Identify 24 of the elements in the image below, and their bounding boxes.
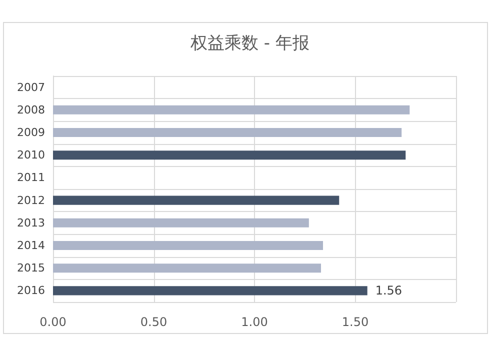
bar xyxy=(53,286,368,296)
y-tick-label: 2012 xyxy=(17,194,45,207)
y-tick-label: 2014 xyxy=(17,239,45,252)
chart-title: 权益乘数 - 年报 xyxy=(190,34,310,54)
y-tick-label: 2011 xyxy=(17,171,45,184)
y-tick-label: 2007 xyxy=(17,80,45,94)
data-label: 1.56 xyxy=(375,284,402,298)
bar xyxy=(53,150,406,160)
y-tick-label: 2009 xyxy=(17,126,45,139)
bar xyxy=(53,240,324,250)
bar xyxy=(53,218,309,228)
y-tick-label: 2008 xyxy=(17,103,45,116)
y-tick-label: 2015 xyxy=(17,262,45,275)
x-tick-label: 1.00 xyxy=(241,315,268,329)
bar xyxy=(53,105,410,114)
x-tick-label: 0.50 xyxy=(140,315,168,329)
bar xyxy=(53,264,321,273)
y-tick-label: 2010 xyxy=(17,148,45,162)
y-tick-label: 2016 xyxy=(17,284,45,298)
bar xyxy=(53,128,402,138)
x-tick-label: 1.50 xyxy=(342,315,369,329)
y-tick-label: 2013 xyxy=(17,216,45,230)
bar xyxy=(53,196,340,205)
x-tick-label: 0.00 xyxy=(40,315,66,329)
